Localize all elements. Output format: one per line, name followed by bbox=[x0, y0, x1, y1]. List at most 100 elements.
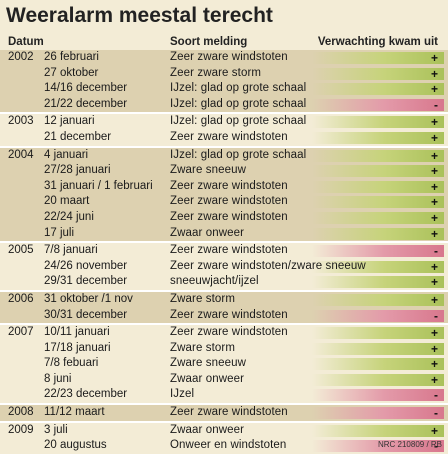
outcome-sign: + bbox=[430, 164, 438, 179]
message-cell: Zeer zware windstoten/zware sneeuw bbox=[170, 259, 366, 272]
outcome-bar-positive bbox=[312, 260, 444, 273]
outcome-sign: - bbox=[434, 308, 438, 323]
year-group-2009: 2009 3 juli Zwaar onweer +20 augustus Onweer… bbox=[0, 420, 448, 454]
outcome-bar-positive bbox=[312, 358, 444, 371]
date-cell: 4 januari bbox=[44, 148, 89, 161]
table-row: 2004 4 januari IJzel: glad op grote schaal… bbox=[0, 148, 448, 164]
outcome-sign: + bbox=[430, 148, 438, 163]
outcome-bar-positive bbox=[312, 327, 444, 340]
message-cell: Zeer zware windstoten bbox=[170, 244, 288, 257]
outcome-bar-positive bbox=[312, 227, 444, 240]
outcome-bar-positive bbox=[312, 180, 444, 193]
year-group-2008: 2008 11/12 maart Zeer zware windstoten - bbox=[0, 403, 448, 421]
table-row: 29/31 december sneeuwjacht/ijzel + bbox=[0, 274, 448, 290]
outcome-bar-negative bbox=[312, 309, 444, 322]
outcome-sign: + bbox=[430, 259, 438, 274]
date-cell: 22/24 juni bbox=[44, 210, 94, 223]
outcome-sign: + bbox=[430, 372, 438, 387]
outcome-sign: - bbox=[434, 439, 438, 454]
table-row: 2007 10/11 januari Zeer zware windstoten + bbox=[0, 325, 448, 341]
date-cell: 29/31 december bbox=[44, 275, 128, 288]
outcome-bar-positive bbox=[312, 52, 444, 64]
outcome-bar-positive bbox=[312, 67, 444, 80]
table-row: 31 januari / 1 februari Zeer zware windst… bbox=[0, 179, 448, 195]
year-label: 2009 bbox=[8, 423, 34, 436]
table-row: 2008 11/12 maart Zeer zware windstoten - bbox=[0, 405, 448, 421]
message-cell: Zeer zware windstoten bbox=[170, 195, 288, 208]
table-row: 2005 7/8 januari Zeer zware windstoten - bbox=[0, 243, 448, 259]
year-label: 2006 bbox=[8, 292, 34, 305]
table-row: 2006 31 oktober /1 nov Zware storm + bbox=[0, 292, 448, 308]
table-row: 14/16 december IJzel: glad op grote schaa… bbox=[0, 81, 448, 97]
outcome-bar-positive bbox=[312, 83, 444, 96]
outcome-sign: - bbox=[434, 406, 438, 421]
date-cell: 31 januari / 1 februari bbox=[44, 179, 153, 192]
date-cell: 21 december bbox=[44, 130, 112, 143]
message-cell: Zeer zware windstoten bbox=[170, 406, 288, 419]
column-header-soort-melding: Soort melding bbox=[170, 36, 248, 48]
year-group-2004: 2004 4 januari IJzel: glad op grote schaal… bbox=[0, 145, 448, 242]
date-cell: 22/23 december bbox=[44, 388, 128, 401]
table-row: 17/18 januari Zware storm + bbox=[0, 341, 448, 357]
message-cell: Zwaar onweer bbox=[170, 423, 245, 436]
column-header-verwachting: Verwachting kwam uit bbox=[317, 36, 438, 48]
table-row: 27 oktober Zeer zware storm + bbox=[0, 66, 448, 82]
outcome-sign: - bbox=[434, 244, 438, 259]
outcome-bar-positive bbox=[312, 116, 444, 129]
table-row: 21 december Zeer zware windstoten + bbox=[0, 130, 448, 146]
date-cell: 20 augustus bbox=[44, 439, 107, 452]
table-row: 21/22 december IJzel: glad op grote schaa… bbox=[0, 97, 448, 113]
outcome-sign: + bbox=[430, 195, 438, 210]
table-row: 20 augustus Onweer en windstoten - bbox=[0, 438, 448, 454]
table-row: 27/28 januari Zware sneeuw + bbox=[0, 163, 448, 179]
outcome-bar-positive bbox=[312, 276, 444, 289]
date-cell: 11/12 maart bbox=[44, 406, 105, 419]
date-cell: 21/22 december bbox=[44, 97, 128, 110]
date-cell: 17/18 januari bbox=[44, 341, 111, 354]
date-cell: 26 februari bbox=[44, 51, 99, 63]
date-cell: 14/16 december bbox=[44, 82, 128, 95]
date-cell: 7/8 febuari bbox=[44, 357, 99, 370]
date-cell: 3 juli bbox=[44, 423, 68, 436]
message-cell: Zware sneeuw bbox=[170, 357, 246, 370]
outcome-sign: + bbox=[430, 326, 438, 341]
table-row: 30/31 december Zeer zware windstoten - bbox=[0, 308, 448, 324]
outcome-sign: - bbox=[434, 388, 438, 403]
year-group-2006: 2006 31 oktober /1 nov Zware storm +30/31 d… bbox=[0, 289, 448, 324]
date-cell: 24/26 november bbox=[44, 259, 128, 272]
outcome-bar-negative bbox=[312, 389, 444, 402]
date-cell: 27/28 januari bbox=[44, 164, 111, 177]
table-row: 2003 12 januari IJzel: glad op grote schaa… bbox=[0, 114, 448, 130]
outcome-bar-negative bbox=[312, 407, 444, 420]
message-cell: IJzel bbox=[170, 388, 195, 401]
column-header-datum: Datum bbox=[8, 36, 44, 48]
message-cell: Zeer zware storm bbox=[170, 66, 262, 79]
outcome-sign: + bbox=[430, 51, 438, 65]
year-label: 2007 bbox=[8, 326, 34, 339]
outcome-bar-positive bbox=[312, 211, 444, 224]
table-row: 24/26 november Zeer zware windstoten/zwar… bbox=[0, 259, 448, 275]
outcome-sign: + bbox=[430, 226, 438, 241]
message-cell: Zwaar onweer bbox=[170, 372, 245, 385]
date-cell: 10/11 januari bbox=[44, 326, 110, 339]
message-cell: IJzel: glad op grote schaal bbox=[170, 82, 307, 95]
date-cell: 7/8 januari bbox=[44, 244, 98, 257]
message-cell: IJzel: glad op grote schaal bbox=[170, 148, 307, 161]
credit-line: NRC 210809 / RB bbox=[377, 440, 442, 449]
outcome-bar-negative bbox=[312, 98, 444, 111]
table-row: 8 juni Zwaar onweer + bbox=[0, 372, 448, 388]
message-cell: Zeer zware windstoten bbox=[170, 51, 288, 63]
message-cell: IJzel: glad op grote schaal bbox=[170, 115, 307, 128]
year-label: 2002 bbox=[8, 51, 34, 63]
page-title: Weeralarm meestal terecht bbox=[6, 4, 273, 27]
table-row: 2009 3 juli Zwaar onweer + bbox=[0, 423, 448, 439]
year-group-2002: 2002 26 februari Zeer zware windstoten +27 … bbox=[0, 50, 448, 113]
outcome-bar-positive bbox=[312, 342, 444, 355]
date-cell: 12 januari bbox=[44, 115, 95, 128]
outcome-sign: + bbox=[430, 130, 438, 145]
outcome-sign: - bbox=[434, 97, 438, 112]
table-row: 17 juli Zwaar onweer + bbox=[0, 226, 448, 242]
message-cell: Zware storm bbox=[170, 341, 235, 354]
table-row: 22/23 december IJzel - bbox=[0, 387, 448, 403]
year-group-2003: 2003 12 januari IJzel: glad op grote schaa… bbox=[0, 112, 448, 146]
